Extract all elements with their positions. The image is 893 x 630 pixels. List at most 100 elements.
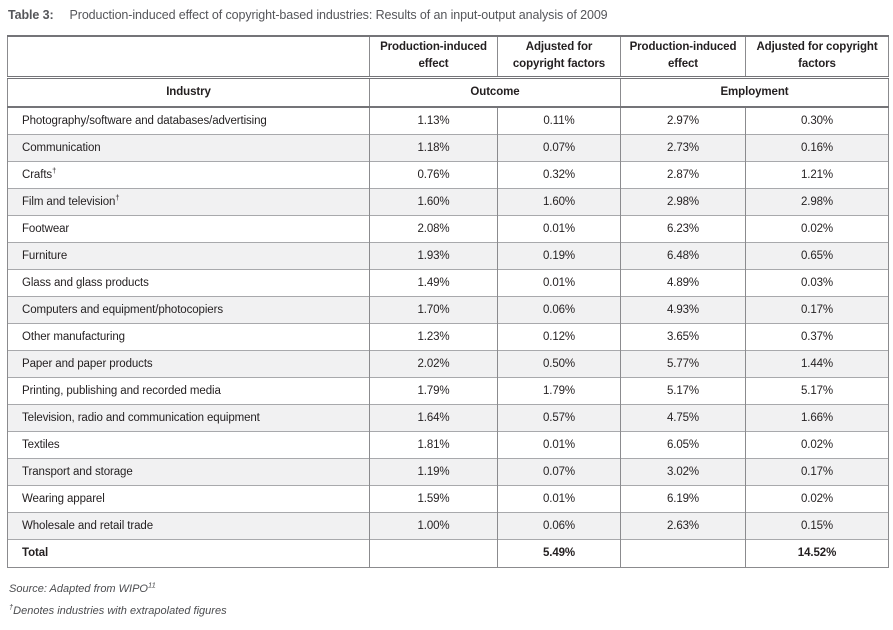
- industry-cell: Television, radio and communication equi…: [7, 403, 370, 431]
- value-cell: 4.93%: [620, 295, 746, 323]
- outcome-adjusted-header: Adjusted for copyright factors: [497, 36, 621, 79]
- total-employment-adjusted: 14.52%: [745, 538, 889, 567]
- value-cell: 0.37%: [745, 322, 889, 350]
- value-cell: 0.06%: [497, 295, 621, 323]
- value-cell: 5.77%: [620, 349, 746, 377]
- total-label: Total: [7, 538, 370, 567]
- value-cell: 2.98%: [620, 187, 746, 215]
- table-body: Photography/software and databases/adver…: [7, 107, 889, 539]
- value-cell: 2.08%: [369, 214, 498, 242]
- value-cell: 2.02%: [369, 349, 498, 377]
- table-row: Transport and storage 1.19% 0.07% 3.02% 0.17…: [7, 457, 889, 485]
- total-empty-cell: [369, 538, 498, 567]
- value-cell: 0.03%: [745, 268, 889, 296]
- table-row: Wholesale and retail trade 1.00% 0.06% 2.63…: [7, 511, 889, 539]
- table-row: Wearing apparel 1.59% 0.01% 6.19% 0.02%: [7, 484, 889, 512]
- value-cell: 3.65%: [620, 322, 746, 350]
- value-cell: 0.01%: [497, 268, 621, 296]
- industry-cell: Glass and glass products: [7, 268, 370, 296]
- total-row: Total 5.49% 14.52%: [7, 538, 889, 567]
- industry-cell: Computers and equipment/photocopiers: [7, 295, 370, 323]
- value-cell: 0.06%: [497, 511, 621, 539]
- industry-cell: Other manufacturing: [7, 322, 370, 350]
- value-cell: 1.59%: [369, 484, 498, 512]
- value-cell: 4.75%: [620, 403, 746, 431]
- value-cell: 2.98%: [745, 187, 889, 215]
- industry-cell: Printing, publishing and recorded media: [7, 376, 370, 404]
- header-row-groups: Industry Outcome Employment: [7, 77, 889, 108]
- table-header: Production-induced effect Adjusted for c…: [7, 36, 889, 108]
- outcome-group-header: Outcome: [369, 77, 621, 108]
- value-cell: 1.44%: [745, 349, 889, 377]
- industry-cell: Communication: [7, 133, 370, 161]
- industry-cell: Textiles: [7, 430, 370, 458]
- industry-cell: Wholesale and retail trade: [7, 511, 370, 539]
- value-cell: 2.63%: [620, 511, 746, 539]
- table-row: Crafts† 0.76% 0.32% 2.87% 1.21%: [7, 160, 889, 188]
- value-cell: 0.02%: [745, 430, 889, 458]
- value-cell: 6.23%: [620, 214, 746, 242]
- industry-cell: Footwear: [7, 214, 370, 242]
- value-cell: 0.65%: [745, 241, 889, 269]
- value-cell: 4.89%: [620, 268, 746, 296]
- value-cell: 1.64%: [369, 403, 498, 431]
- value-cell: 1.49%: [369, 268, 498, 296]
- extrapolated-dagger-mark: †: [115, 192, 120, 202]
- table-caption-text: Production-induced effect of copyright-b…: [69, 8, 608, 22]
- table-row: Computers and equipment/photocopiers 1.70…: [7, 295, 889, 323]
- value-cell: 5.17%: [620, 376, 746, 404]
- value-cell: 0.57%: [497, 403, 621, 431]
- value-cell: 0.01%: [497, 430, 621, 458]
- value-cell: 0.02%: [745, 484, 889, 512]
- header-row-measures: Production-induced effect Adjusted for c…: [7, 36, 889, 79]
- table-row: Film and television† 1.60% 1.60% 2.98% 2.98%: [7, 187, 889, 215]
- table-row: Footwear 2.08% 0.01% 6.23% 0.02%: [7, 214, 889, 242]
- industry-cell: Furniture: [7, 241, 370, 269]
- table-caption-label: Table 3:: [8, 8, 54, 22]
- value-cell: 0.32%: [497, 160, 621, 188]
- data-table: Production-induced effect Adjusted for c…: [7, 35, 889, 568]
- value-cell: 6.05%: [620, 430, 746, 458]
- value-cell: 0.01%: [497, 484, 621, 512]
- industry-cell: Transport and storage: [7, 457, 370, 485]
- value-cell: 6.19%: [620, 484, 746, 512]
- industry-cell: Crafts†: [7, 160, 370, 188]
- value-cell: 0.07%: [497, 457, 621, 485]
- table-row: Furniture 1.93% 0.19% 6.48% 0.65%: [7, 241, 889, 269]
- total-empty-cell: [620, 538, 746, 567]
- value-cell: 3.02%: [620, 457, 746, 485]
- page: Table 3: Production-induced effect of co…: [7, 8, 889, 617]
- table-row: Paper and paper products 2.02% 0.50% 5.77% 1…: [7, 349, 889, 377]
- value-cell: 6.48%: [620, 241, 746, 269]
- value-cell: 1.60%: [369, 187, 498, 215]
- value-cell: 1.23%: [369, 322, 498, 350]
- value-cell: 1.81%: [369, 430, 498, 458]
- industry-cell: Wearing apparel: [7, 484, 370, 512]
- dagger-note-text: Denotes industries with extrapolated fig…: [13, 604, 227, 617]
- industry-cell: Film and television†: [7, 187, 370, 215]
- value-cell: 1.79%: [497, 376, 621, 404]
- value-cell: 2.97%: [620, 107, 746, 134]
- table-row: Other manufacturing 1.23% 0.12% 3.65% 0.37%: [7, 322, 889, 350]
- table-row: Photography/software and databases/adver…: [7, 107, 889, 134]
- value-cell: 1.60%: [497, 187, 621, 215]
- industry-header-spacer: [7, 36, 370, 79]
- employment-adjusted-header: Adjusted for copyright factors: [745, 36, 889, 79]
- source-note-superscript: 11: [147, 579, 156, 589]
- table-row: Printing, publishing and recorded media 1…: [7, 376, 889, 404]
- source-note-text: Source: Adapted from WIPO: [9, 582, 148, 595]
- outcome-production-induced-header: Production-induced effect: [369, 36, 498, 79]
- extrapolated-dagger-mark: †: [52, 165, 57, 175]
- value-cell: 1.00%: [369, 511, 498, 539]
- value-cell: 5.17%: [745, 376, 889, 404]
- table-caption: Table 3: Production-induced effect of co…: [8, 8, 888, 22]
- value-cell: 0.02%: [745, 214, 889, 242]
- value-cell: 0.17%: [745, 457, 889, 485]
- value-cell: 1.66%: [745, 403, 889, 431]
- industry-header: Industry: [7, 77, 370, 108]
- value-cell: 1.70%: [369, 295, 498, 323]
- footnotes: Source: Adapted from WIPO11 †Denotes ind…: [9, 579, 888, 617]
- value-cell: 1.19%: [369, 457, 498, 485]
- dagger-note: †Denotes industries with extrapolated fi…: [9, 603, 888, 617]
- value-cell: 1.21%: [745, 160, 889, 188]
